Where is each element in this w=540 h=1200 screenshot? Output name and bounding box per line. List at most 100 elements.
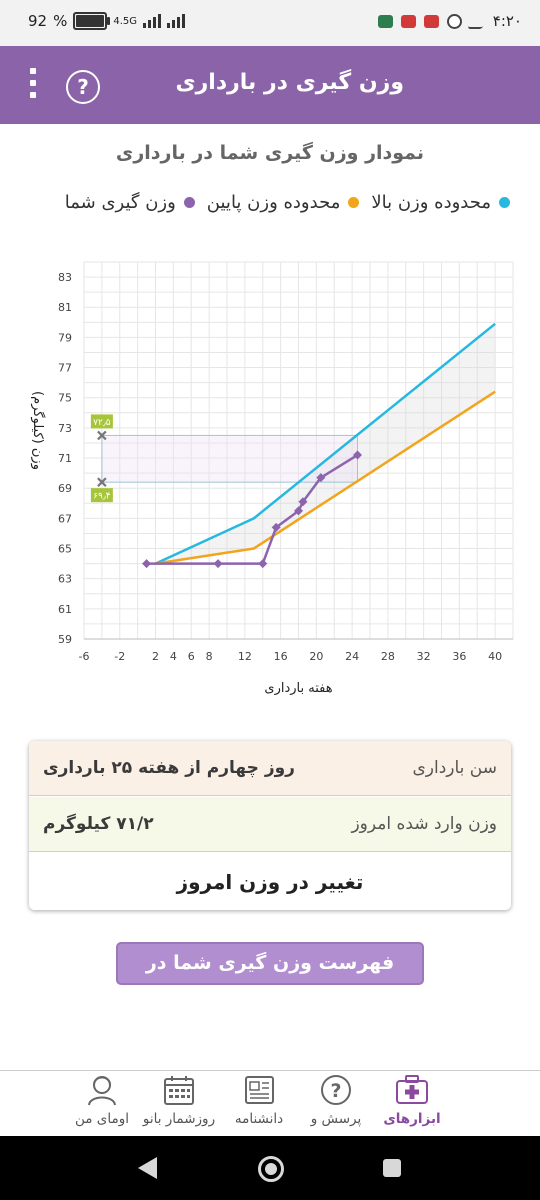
user-weight-point	[316, 473, 326, 483]
reference-value-tag	[90, 488, 113, 503]
help-icon[interactable]: ?	[66, 70, 100, 104]
y-tick-label: 79	[58, 331, 72, 344]
y-tick-label: 69	[58, 482, 72, 495]
series-line-1	[155, 390, 496, 565]
medical-kit-icon	[396, 1075, 428, 1104]
x-tick-label: 28	[381, 650, 395, 663]
reference-cross	[97, 430, 107, 441]
y-tick-label: 81	[58, 301, 72, 314]
legend-item-user: وزن گیری شما	[65, 192, 195, 213]
x-tick-label: 2	[152, 650, 159, 663]
x-tick-label: 4	[170, 650, 177, 663]
nav-label-profile: اومای من	[75, 1111, 129, 1127]
user-weight-point	[213, 559, 223, 569]
y-tick-label: 73	[58, 422, 72, 435]
y-tick-label: 75	[58, 392, 72, 405]
x-tick-label: 16	[274, 650, 288, 663]
info-card: سن بارداری روز چهارم از هفته ۲۵ بارداری …	[29, 741, 511, 910]
nav-item-encyclopedia[interactable]: دانشنامه	[214, 1073, 304, 1135]
y-tick-label: 83	[58, 271, 72, 284]
home-icon[interactable]	[258, 1156, 284, 1182]
legend-label-user: وزن گیری شما	[64, 192, 176, 213]
reference-cross	[97, 477, 107, 487]
change-weight-button[interactable]: تغییر در وزن امروز	[29, 853, 511, 910]
user-weight-point	[298, 497, 308, 507]
y-tick-label: 59	[58, 633, 72, 646]
nav-label-tools: ابزارهای	[383, 1111, 441, 1127]
user-weight-point	[294, 506, 303, 516]
x-tick-label: -6	[79, 650, 90, 663]
user-weight-point	[352, 450, 362, 460]
today-weight-value: ۷۱/۲ کیلوگرم	[43, 814, 154, 834]
video-notification-icon	[423, 14, 439, 28]
x-tick-label: 20	[309, 650, 323, 663]
x-tick-label: 40	[488, 650, 502, 663]
y-tick-label: 67	[58, 512, 72, 525]
reference-value-label: ۶۹٫۴	[93, 492, 111, 502]
y-tick-label: 71	[58, 452, 72, 465]
pregnancy-age-label: سن بارداری	[412, 758, 497, 778]
pregnancy-age-row: سن بارداری روز چهارم از هفته ۲۵ بارداری	[29, 741, 511, 796]
legend-label-upper: محدوده وزن بالا	[371, 192, 491, 213]
y-axis-title: وزن (کیلوگرم)	[30, 391, 46, 470]
nav-item-tools[interactable]: ابزارهای	[367, 1073, 457, 1135]
bottom-nav: ابزارهای ? پرسش و دانشنامه روزشمار بانو	[0, 1070, 540, 1137]
legend-item-lower: محدوده وزن پایین	[207, 192, 360, 213]
x-axis-title: هفته بارداری	[264, 681, 332, 696]
wifi-off-icon	[467, 13, 488, 29]
change-weight-label: تغییر در وزن امروز	[176, 869, 364, 894]
legend-item-upper: محدوده وزن بالا	[371, 192, 510, 213]
x-tick-label: -2	[114, 650, 125, 663]
y-tick-label: 61	[58, 603, 72, 616]
network-type: 4.5G	[113, 15, 138, 27]
weight-chart: ۷۲٫۵ ۶۹٫۴ 59 61 63 65 67 69 71 73 75 77 79 81 83 -6 -2 2…	[30, 261, 514, 696]
nav-label-encyclopedia: دانشنامه	[234, 1111, 284, 1127]
menu-dots-icon[interactable]	[27, 68, 39, 104]
system-nav-bar	[0, 1136, 540, 1200]
x-tick-label: 6	[188, 650, 195, 663]
reference-value-label: ۷۲٫۵	[93, 418, 111, 428]
legend-dot-user	[183, 197, 195, 208]
notification-icon	[377, 14, 393, 28]
signal-icon-2	[167, 14, 186, 28]
today-weight-row: وزن وارد شده امروز ۷۱/۲ کیلوگرم	[29, 797, 511, 852]
reference-value-tag	[90, 414, 113, 429]
status-bar: 92% 4.5G ۴:۲۰	[0, 0, 540, 46]
app-bar: ? وزن گیری در بارداری	[0, 46, 540, 124]
nav-item-calendar[interactable]: روزشمار بانو	[134, 1073, 224, 1135]
recent-apps-icon[interactable]	[383, 1159, 401, 1177]
nav-item-questions[interactable]: ? پرسش و	[291, 1073, 381, 1135]
status-right: ۴:۲۰	[377, 12, 522, 30]
x-tick-label: 32	[417, 650, 431, 663]
user-avatar-icon	[88, 1076, 116, 1106]
series-line-2	[146, 453, 359, 565]
y-tick-label: 63	[58, 573, 72, 586]
x-tick-label: 24	[345, 650, 359, 663]
question-circle-icon: ?	[321, 1075, 351, 1105]
pregnancy-age-value: روز چهارم از هفته ۲۵ بارداری	[43, 758, 295, 778]
nav-label-calendar: روزشمار بانو	[142, 1111, 216, 1127]
video-notification-icon	[400, 14, 416, 28]
back-icon[interactable]	[138, 1157, 157, 1179]
legend-dot-lower	[348, 197, 360, 208]
nav-item-profile[interactable]: اومای من	[57, 1073, 147, 1135]
legend-dot-upper	[499, 197, 510, 208]
x-tick-label: 12	[238, 650, 252, 663]
weight-list-button[interactable]: فهرست وزن گیری شما در بارداری	[116, 942, 424, 1013]
today-weight-label: وزن وارد شده امروز	[351, 814, 497, 834]
x-tick-label: 8	[206, 650, 213, 663]
chart-title: نمودار وزن گیری شما در بارداری	[115, 142, 425, 164]
y-tick-label: 65	[58, 543, 72, 556]
user-weight-point	[271, 522, 281, 532]
svg-text:?: ?	[330, 1080, 341, 1102]
nav-label-questions: پرسش و	[310, 1111, 362, 1127]
calendar-icon	[164, 1076, 194, 1105]
status-left: 92% 4.5G	[28, 12, 186, 30]
chart-legend: محدوده وزن بالا محدوده وزن پایین وزن گیر…	[65, 192, 510, 213]
legend-label-lower: محدوده وزن پایین	[206, 192, 341, 213]
x-tick-label: 36	[452, 650, 466, 663]
battery-percent: 92	[28, 12, 48, 30]
clock: ۴:۲۰	[492, 12, 522, 30]
user-weight-point	[258, 559, 268, 569]
newspaper-icon	[245, 1076, 274, 1104]
